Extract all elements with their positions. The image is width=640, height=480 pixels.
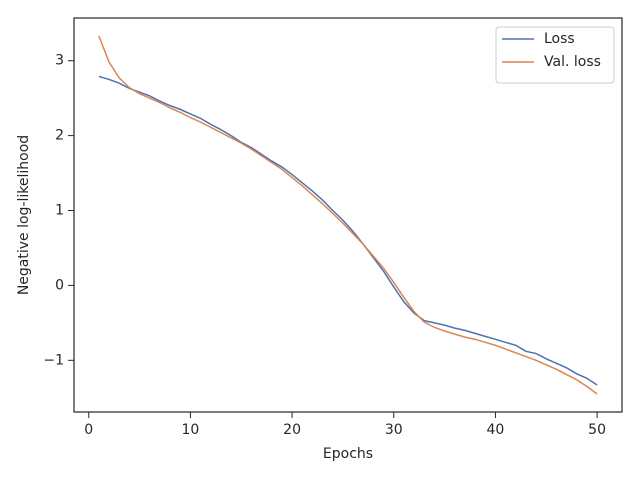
legend-label: Loss — [544, 31, 575, 47]
x-tick-label: 20 — [283, 422, 301, 438]
x-axis-label: Epochs — [323, 446, 373, 462]
legend-label: Val. loss — [544, 54, 601, 70]
x-tick-label: 50 — [588, 422, 606, 438]
x-tick-label: 30 — [385, 422, 403, 438]
y-tick-label: 0 — [55, 277, 64, 293]
plot-frame — [73, 17, 623, 413]
y-tick-label: 3 — [55, 53, 64, 69]
series-line — [98, 35, 598, 395]
legend-box — [495, 26, 615, 84]
series-line — [98, 75, 598, 386]
x-tick-label: 0 — [84, 422, 93, 438]
x-tick-label: 10 — [181, 422, 199, 438]
y-axis-label: Negative log-likelihood — [16, 135, 32, 295]
y-tick-label: 1 — [55, 203, 64, 219]
y-tick-label: −1 — [43, 352, 64, 368]
x-tick-label: 40 — [487, 422, 505, 438]
y-tick-label: 2 — [55, 128, 64, 144]
